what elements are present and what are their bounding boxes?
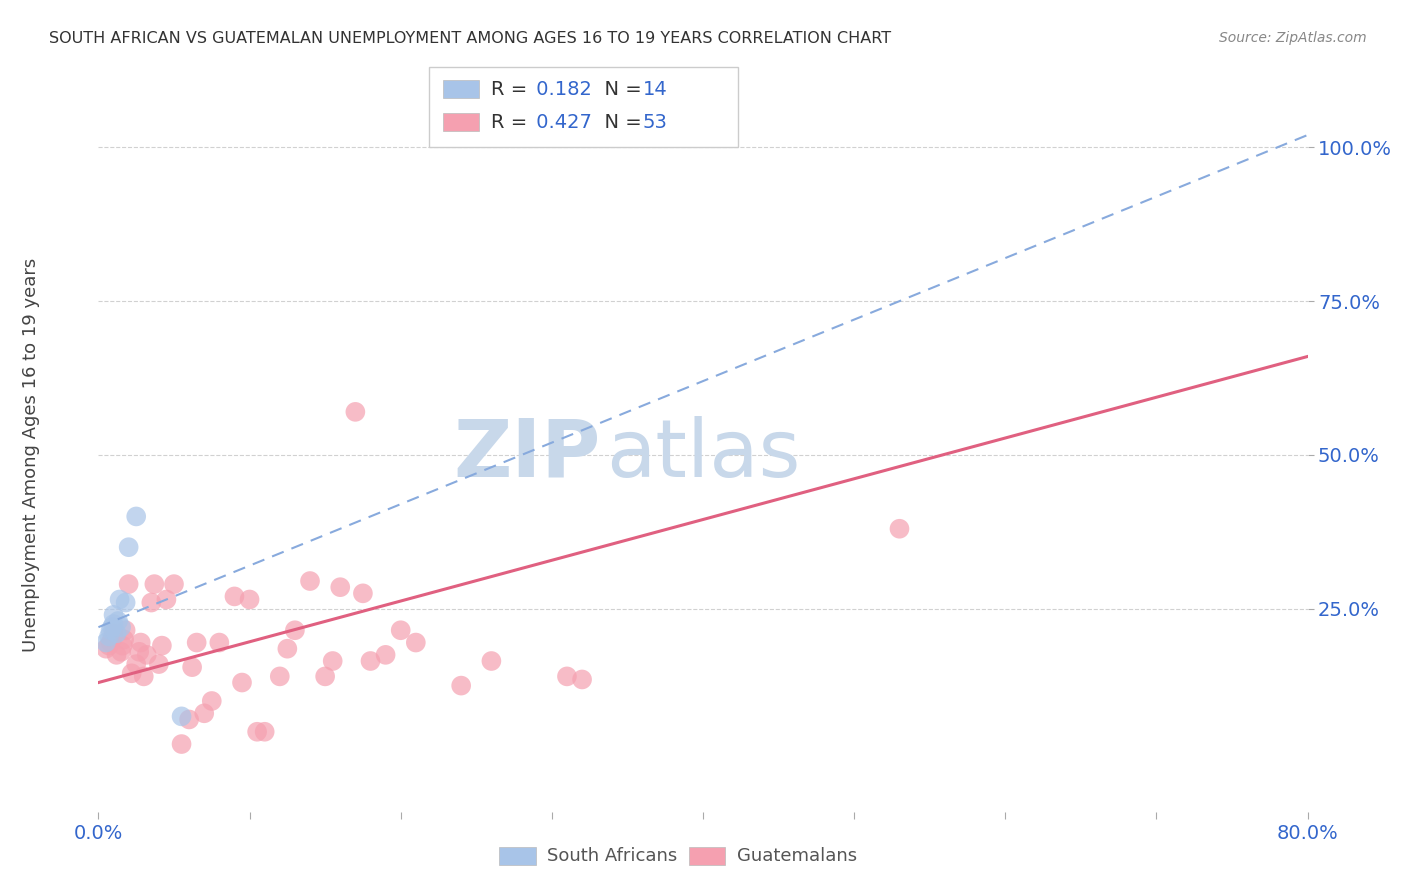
Point: [112, 632, 135, 647]
Point: [105, 626, 128, 640]
Point: [155, 592, 177, 607]
Point: [105, 648, 128, 662]
Point: [150, 639, 173, 653]
Text: 0.182: 0.182: [530, 79, 592, 99]
Text: atlas: atlas: [606, 416, 800, 494]
Point: [118, 540, 141, 554]
Point: [231, 675, 253, 690]
Point: [352, 586, 374, 600]
Point: [314, 669, 336, 683]
Point: [201, 694, 224, 708]
Point: [224, 590, 246, 604]
Text: Guatemalans: Guatemalans: [737, 847, 856, 865]
Point: [329, 580, 352, 594]
Point: [555, 669, 578, 683]
Point: [98, 639, 121, 653]
Text: SOUTH AFRICAN VS GUATEMALAN UNEMPLOYMENT AMONG AGES 16 TO 19 YEARS CORRELATION C: SOUTH AFRICAN VS GUATEMALAN UNEMPLOYMENT…: [49, 31, 891, 46]
Text: Unemployment Among Ages 16 to 19 years: Unemployment Among Ages 16 to 19 years: [22, 258, 39, 652]
Point: [132, 669, 155, 683]
Point: [135, 648, 157, 662]
Text: N =: N =: [592, 112, 648, 132]
Point: [405, 635, 427, 649]
Point: [193, 706, 215, 721]
Point: [208, 635, 231, 649]
Point: [360, 654, 382, 668]
Point: [269, 669, 291, 683]
Point: [103, 617, 125, 632]
Point: [246, 724, 269, 739]
Point: [276, 641, 298, 656]
Text: N =: N =: [592, 79, 648, 99]
Point: [98, 629, 121, 643]
Point: [141, 596, 163, 610]
Point: [129, 635, 152, 649]
Point: [111, 639, 134, 653]
Text: ZIP: ZIP: [453, 416, 600, 494]
Point: [322, 654, 344, 668]
Text: 14: 14: [643, 79, 668, 99]
Point: [170, 737, 193, 751]
Point: [114, 596, 136, 610]
Point: [481, 654, 503, 668]
Point: [107, 614, 129, 628]
Point: [108, 592, 131, 607]
Text: 53: 53: [643, 112, 668, 132]
Point: [889, 522, 911, 536]
Point: [125, 657, 148, 671]
Point: [118, 577, 141, 591]
Point: [100, 635, 122, 649]
Point: [450, 679, 472, 693]
Point: [571, 673, 593, 687]
Point: [148, 657, 170, 671]
Point: [94, 635, 117, 649]
Point: [177, 713, 201, 727]
Point: [143, 577, 166, 591]
Point: [103, 626, 125, 640]
Point: [186, 635, 208, 649]
Point: [110, 645, 132, 659]
Point: [100, 624, 122, 638]
Point: [101, 620, 124, 634]
Point: [181, 660, 204, 674]
Point: [374, 648, 396, 662]
Point: [170, 709, 193, 723]
Point: [121, 666, 143, 681]
Text: Source: ZipAtlas.com: Source: ZipAtlas.com: [1219, 31, 1367, 45]
Point: [239, 592, 262, 607]
Point: [389, 624, 412, 638]
Point: [114, 624, 136, 638]
Point: [344, 405, 367, 419]
Text: 0.427: 0.427: [530, 112, 592, 132]
Text: R =: R =: [491, 112, 533, 132]
Text: R =: R =: [491, 79, 533, 99]
Point: [101, 632, 124, 647]
Point: [103, 607, 125, 622]
Point: [128, 645, 150, 659]
Text: South Africans: South Africans: [547, 847, 678, 865]
Point: [110, 620, 132, 634]
Point: [125, 509, 148, 524]
Point: [299, 574, 322, 588]
Point: [284, 624, 307, 638]
Point: [253, 724, 276, 739]
Point: [163, 577, 186, 591]
Point: [94, 641, 117, 656]
